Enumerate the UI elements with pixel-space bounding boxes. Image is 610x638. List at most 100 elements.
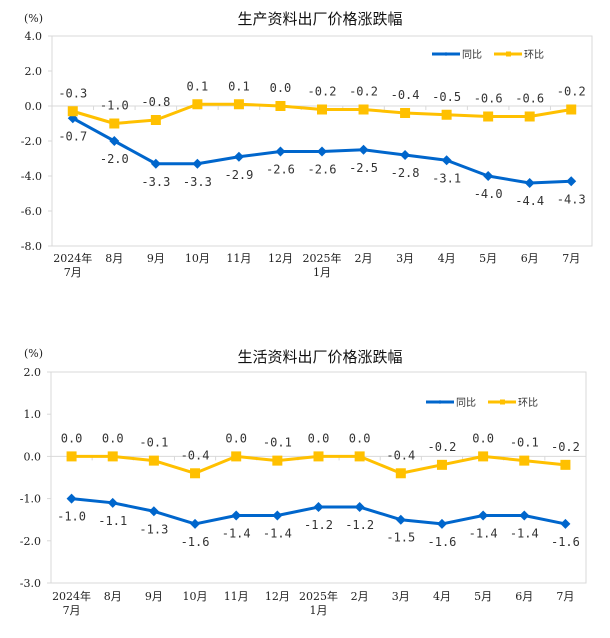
data-label: -0.8 — [141, 95, 170, 109]
data-label: -0.5 — [432, 90, 461, 104]
x-tick-label: 3月 — [396, 252, 414, 265]
data-label: 0.0 — [102, 431, 124, 445]
data-label: -0.6 — [474, 92, 503, 106]
x-tick-label: 4月 — [433, 590, 451, 603]
data-label: -0.4 — [391, 88, 420, 102]
x-tick-label: 2月 — [355, 252, 373, 265]
series-yoy: -0.7 -2.0 -3.3 -3.3 -2.9 -2.6 -2.6 -2.5 -2.8 -3.1… — [58, 113, 586, 208]
y-tick-label: 1.0 — [24, 408, 42, 421]
data-label: -2.5 — [349, 161, 378, 175]
data-label: -0.7 — [58, 129, 87, 143]
data-point-diamond — [358, 144, 369, 155]
data-label: -4.3 — [557, 192, 586, 206]
x-tick-label: 11月 — [226, 252, 251, 265]
x-tick-label: 12月 — [268, 252, 293, 265]
data-label: 0.0 — [308, 431, 330, 445]
x-tick-label: 2025年 — [299, 589, 338, 603]
data-point-diamond — [519, 510, 530, 521]
x-tick-label: 7月 — [63, 604, 81, 617]
data-label: -1.5 — [386, 531, 415, 545]
y-tick-label: 4.0 — [25, 30, 43, 43]
x-tick-label: 6月 — [515, 590, 533, 603]
y-tick-label: -2.0 — [20, 535, 41, 548]
legend-label: 环比 — [524, 49, 544, 61]
data-label: 0.1 — [187, 79, 209, 93]
data-point-square — [441, 109, 452, 120]
y-tick-label: 0.0 — [25, 100, 43, 113]
data-label: -1.3 — [139, 522, 168, 536]
data-label: -0.6 — [515, 92, 544, 106]
data-point-diamond — [231, 510, 242, 521]
data-point-square — [192, 99, 203, 110]
data-point-square — [272, 455, 283, 466]
legend-label: 同比 — [462, 49, 482, 61]
chart-producer-goods: 生产资料出厂价格涨跌幅 (%) 4.0 2.0 0.0 -2.0 -4.0 -6.0 -8.0 2… — [21, 10, 593, 279]
data-point-diamond — [150, 158, 161, 169]
data-label: -3.3 — [183, 175, 212, 189]
data-label: -2.6 — [308, 163, 337, 177]
data-point-square — [317, 104, 327, 115]
data-point-diamond — [109, 136, 120, 146]
y-tick-label: 0.0 — [24, 450, 42, 463]
x-tick-label: 12月 — [265, 590, 290, 603]
legend-marker-diamond — [444, 52, 448, 56]
x-tick-label: 1月 — [313, 266, 331, 279]
data-point-diamond — [400, 150, 411, 160]
y-tick-label: -3.0 — [20, 577, 41, 590]
data-label: -0.2 — [551, 440, 580, 454]
data-point-diamond — [275, 146, 286, 157]
data-point-diamond — [395, 514, 406, 525]
x-tick-label: 11月 — [224, 590, 249, 603]
data-label: -2.9 — [224, 168, 253, 182]
data-label: -0.2 — [557, 85, 586, 99]
y-tick-label: 2.0 — [25, 65, 43, 78]
data-label: -0.1 — [139, 436, 168, 450]
y-tick-label: -8.0 — [21, 240, 42, 253]
data-point-square — [483, 111, 494, 122]
data-point-square — [231, 451, 242, 462]
data-point-square — [560, 459, 571, 470]
data-label: -0.1 — [263, 436, 292, 450]
data-point-square — [519, 455, 530, 466]
data-label: 0.0 — [61, 431, 83, 445]
x-tick-label: 8月 — [105, 252, 123, 265]
data-label: 0.1 — [228, 79, 250, 93]
data-label: -3.3 — [141, 175, 170, 189]
data-point-diamond — [566, 176, 577, 187]
data-point-square — [313, 451, 324, 462]
data-point-square — [66, 451, 77, 462]
x-tick-label: 9月 — [145, 590, 163, 603]
data-point-square — [436, 459, 447, 470]
data-label: -1.4 — [222, 526, 251, 540]
data-label: -0.2 — [349, 85, 378, 99]
data-label: -0.4 — [386, 448, 415, 462]
data-label: -0.4 — [181, 448, 210, 462]
legend-item: 环比 — [494, 49, 544, 61]
x-tick-label: 4月 — [438, 252, 456, 265]
data-point-diamond — [107, 497, 118, 508]
x-tick-label: 3月 — [392, 590, 410, 603]
data-label: -2.8 — [391, 166, 420, 180]
x-tick-label: 7月 — [562, 252, 580, 265]
data-point-square — [275, 101, 286, 111]
data-point-diamond — [478, 510, 489, 521]
legend-label: 同比 — [456, 397, 476, 409]
data-label: -4.4 — [515, 194, 544, 208]
data-point-square — [478, 451, 489, 462]
legend-marker-square — [500, 399, 505, 405]
y-tick-label: -2.0 — [21, 135, 42, 148]
data-point-diamond — [560, 518, 571, 529]
data-point-square — [67, 106, 78, 117]
data-point-square — [190, 468, 201, 479]
data-point-square — [109, 118, 120, 129]
x-tick-label: 10月 — [185, 252, 210, 265]
series-yoy: -1.0 -1.1 -1.3 -1.6 -1.4 -1.4 -1.2 -1.2 -1.5 -1.6… — [57, 493, 580, 549]
data-point-square — [233, 99, 244, 110]
data-point-diamond — [441, 155, 452, 166]
data-point-diamond — [524, 178, 535, 188]
data-label: -1.4 — [510, 526, 539, 540]
data-point-diamond — [272, 510, 283, 521]
data-label: -1.2 — [304, 518, 333, 532]
data-point-square — [148, 455, 159, 466]
